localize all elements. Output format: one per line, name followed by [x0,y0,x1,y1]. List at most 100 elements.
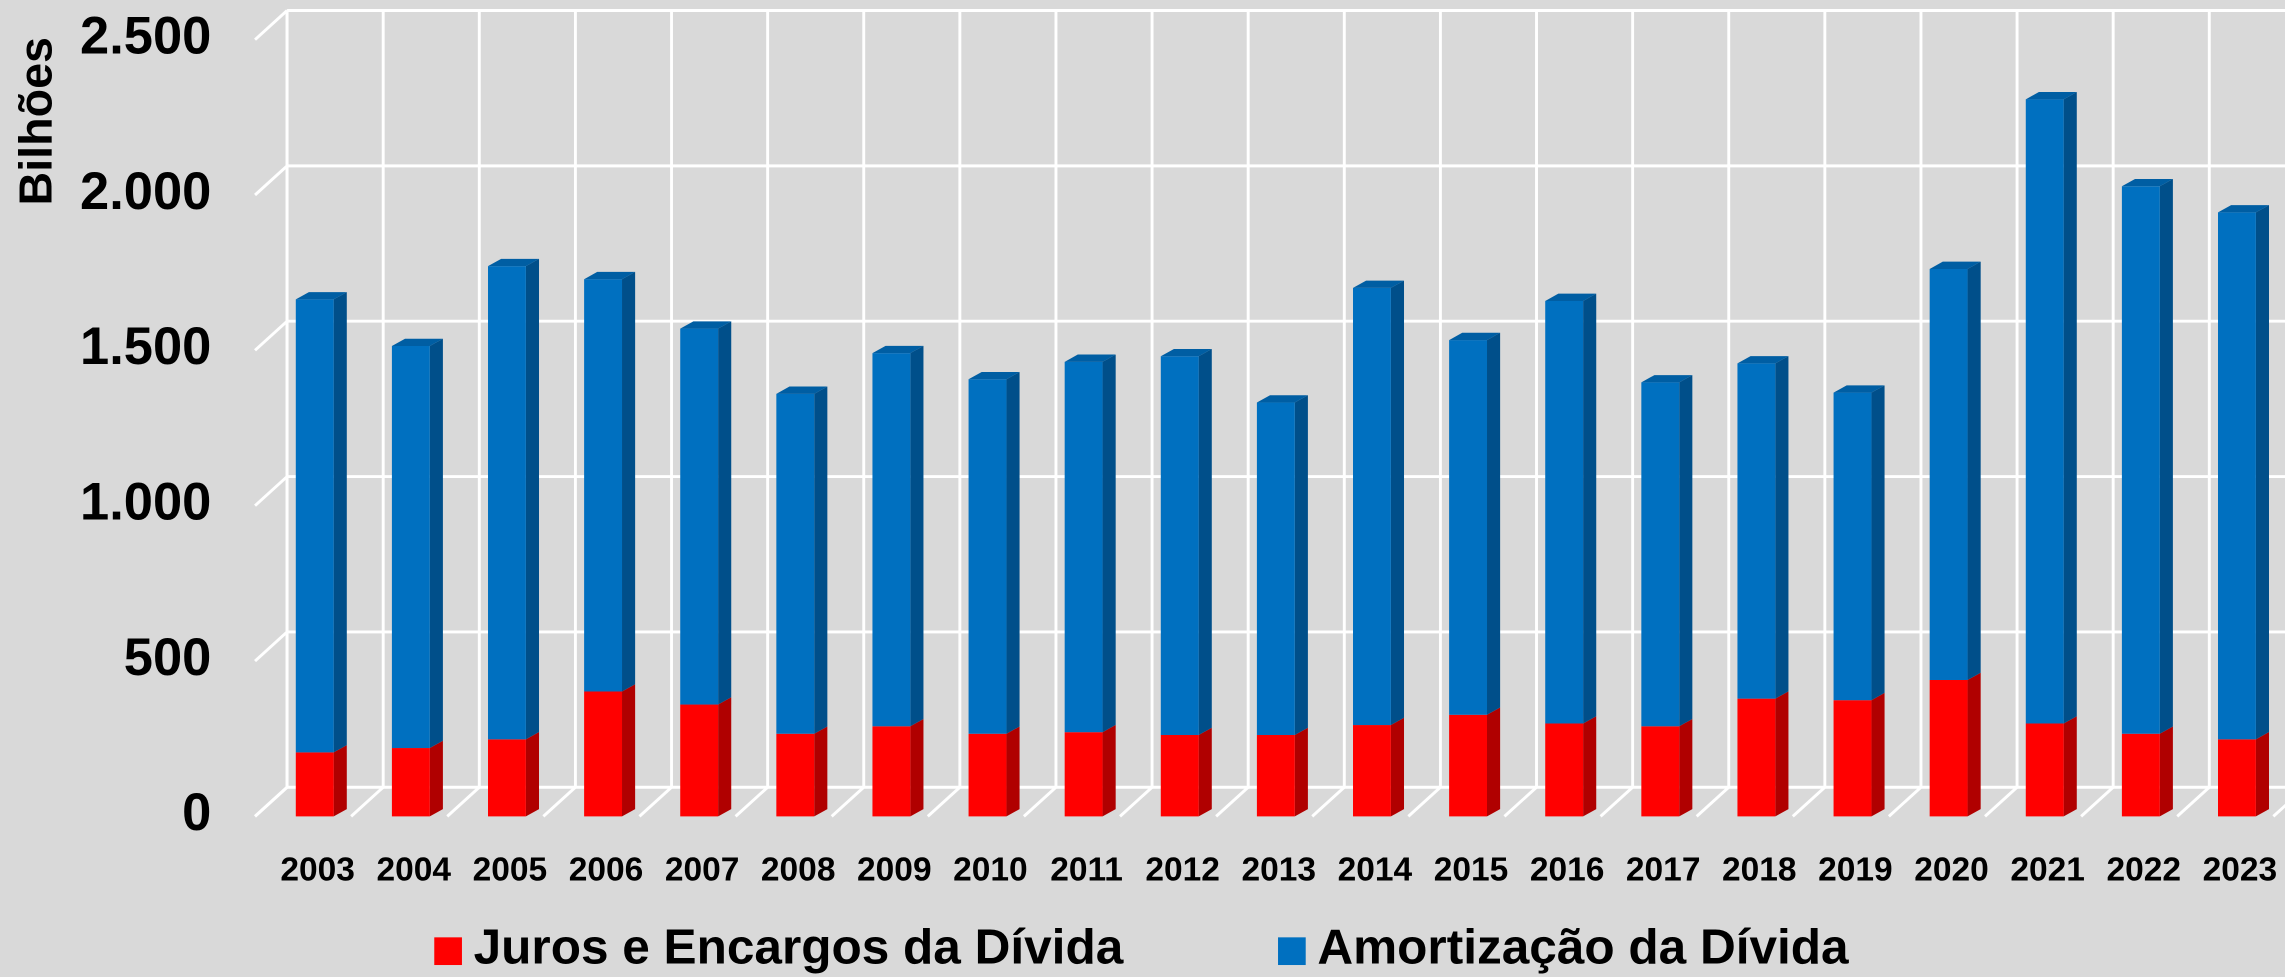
floor-grid-line [1984,786,2019,818]
x-tick-label: 2012 [1145,852,1220,889]
grid-line-side [254,9,289,41]
bar-top [2121,179,2173,187]
bar [295,299,334,753]
x-tick-label: 2022 [2106,852,2181,889]
x-tick-label: 2018 [1722,852,1797,889]
legend-swatch [434,937,462,966]
grid-line-side [254,786,289,818]
x-tick-label: 2019 [1818,852,1893,889]
bar [776,393,815,734]
y-tick-label: 2.000 [80,163,211,221]
x-tick-label: 2014 [1338,852,1413,889]
floor-grid-line [638,786,673,818]
bar-side [1679,718,1693,817]
bar-side [1487,332,1501,715]
floor-grid-line [2176,786,2211,818]
floor-grid-line [350,786,385,818]
bar [1737,698,1776,817]
x-tick-label: 2011 [1050,852,1123,889]
x-tick-label: 2021 [2010,852,2085,889]
bar-top [2218,205,2270,213]
bar-side [1102,724,1116,817]
legend-label: Amortização da Dívida [1317,920,1849,975]
bar [391,748,430,817]
x-tick-label: 2009 [857,852,932,889]
bar [1353,725,1391,817]
bar [1064,361,1103,733]
bar [2218,739,2256,817]
y-tick-label: 2.500 [80,8,211,66]
bar-side [1775,691,1789,817]
x-tick-label: 2004 [376,852,451,889]
bar-side [429,338,443,749]
x-tick-label: 2023 [2203,852,2278,889]
bar-side [1871,385,1885,701]
bar-top [488,258,540,267]
bar-top [391,338,443,347]
bar-side [1198,727,1212,817]
bar-side [814,386,828,734]
grid-line-side [254,164,289,197]
bar-side [2255,205,2270,740]
x-tick-label: 2020 [1914,852,1989,889]
bar-top [1160,348,1212,357]
bar [1256,734,1295,817]
bar [2218,212,2256,740]
bar [968,733,1007,817]
bar-side [1294,727,1308,817]
x-tick-label: 2010 [953,852,1028,889]
bar-side [2159,726,2173,817]
bar-side [2255,732,2270,817]
bar-top [1545,293,1597,301]
bar-side [1583,293,1597,724]
grid-line-side [254,630,289,663]
bar-top [1256,395,1308,403]
bar [584,279,623,692]
bar [2025,723,2064,817]
floor-grid-line [1407,786,1442,818]
bar [1160,734,1199,817]
x-tick-label: 2015 [1434,852,1509,889]
bar [1929,268,1968,680]
bar-top [1064,354,1116,362]
bar-side [1390,717,1405,817]
floor-grid-line [1311,786,1346,818]
y-tick-label: 1.500 [80,318,211,376]
floor-grid-line [926,786,961,818]
floor-grid-line [1215,786,1250,818]
x-tick-label: 2006 [569,852,644,889]
bar-side [1871,692,1885,817]
bar [391,346,430,749]
bar [1929,679,1968,817]
bar [1449,340,1488,715]
floor-grid-line [1119,786,1154,818]
bar [1545,300,1584,724]
bar-side [814,726,828,817]
bar-side [1006,726,1020,817]
y-tick-label: 500 [124,629,212,687]
bar [2025,99,2064,724]
bar-side [2063,716,2077,817]
floor-grid-line [1022,786,1057,818]
bar-side [1102,354,1116,733]
bar-side [622,684,636,817]
floor-grid-line [2080,786,2115,818]
bar [1064,732,1103,817]
bar-side [2159,179,2173,734]
bar-side [1775,356,1789,699]
x-tick-label: 2005 [473,852,548,889]
bar-side [333,745,347,817]
bar [680,704,719,817]
bar-side [1967,261,1981,680]
floor-grid-line [734,786,769,818]
bar-side [1967,672,1981,817]
bar [488,266,526,740]
bar [1353,287,1391,726]
bar-side [333,292,347,753]
bar-top [1449,332,1501,341]
x-tick-label: 2007 [665,852,740,889]
bar [1833,700,1872,817]
bar-top [968,371,1020,380]
bar-top [872,345,924,354]
bar-side [525,732,540,817]
